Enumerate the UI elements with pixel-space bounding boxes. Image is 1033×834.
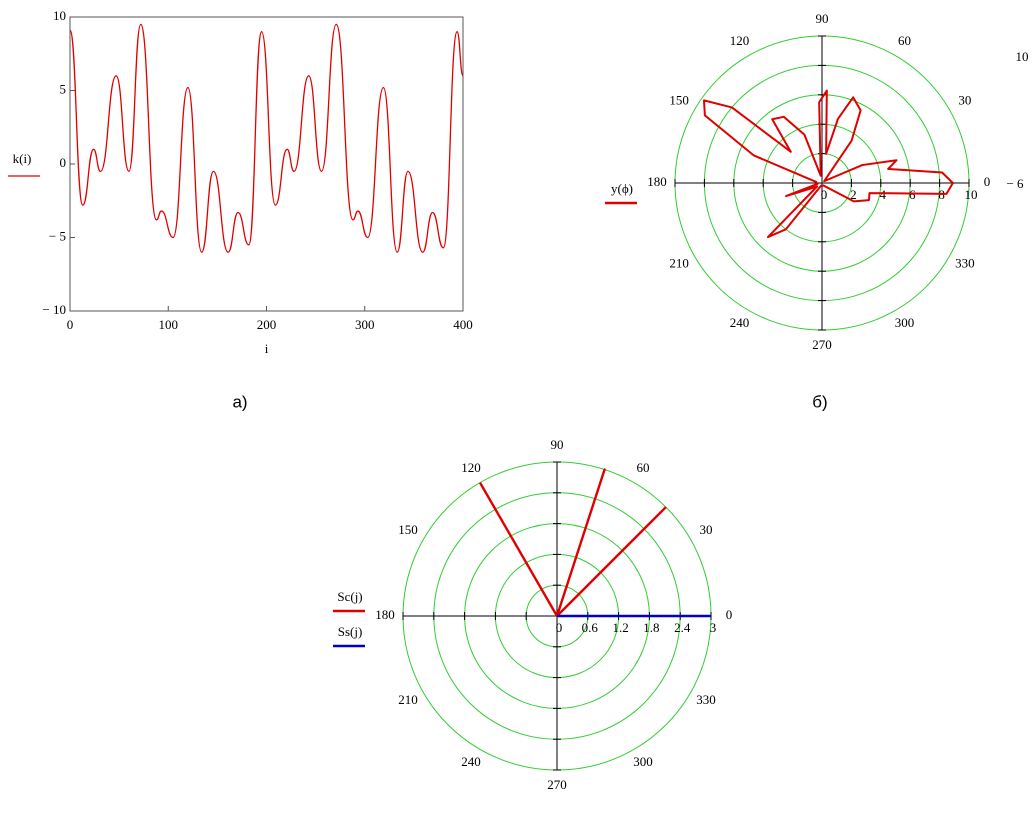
angle-label: 240 [461,754,481,769]
angle-label: 0 [726,607,733,622]
angle-label: 300 [633,754,653,769]
angle-label: 330 [696,692,716,707]
r-tick-label: 0 [556,620,563,635]
r-tick-label: 0.6 [582,620,599,635]
angle-label: 210 [398,692,418,707]
caption: а) [232,392,247,411]
x-tick-label: 300 [355,317,375,332]
annotation: − 6 [1006,176,1024,191]
plot-frame [69,16,464,312]
y-tick-label: − 5 [49,228,66,243]
r-tick-label: 2 [850,187,857,202]
y-tick-label: − 10 [42,302,66,317]
legend-label: Ss(j) [338,624,363,639]
angle-label: 60 [637,460,650,475]
r-tick-label: 4 [880,187,887,202]
angle-label: 240 [730,315,750,330]
r-tick-label: 2.4 [674,620,691,635]
angle-label: 150 [398,522,418,537]
angle-label: 30 [958,92,971,107]
angle-label: 30 [699,522,712,537]
y-tick-label: 10 [53,8,66,23]
angle-label: 180 [375,607,395,622]
legend-label: k(i) [13,151,32,166]
r-tick-label: 0 [821,187,828,202]
y-tick-label: 0 [60,155,67,170]
polar-line [702,89,954,239]
angle-label: 0 [984,174,991,189]
y-tick-label: 5 [60,81,67,96]
x-tick-label: 400 [453,317,473,332]
data-line [69,23,464,253]
angle-label: 120 [461,460,481,475]
annotation: 10 [1016,49,1029,64]
legend-label: Sc(j) [337,589,362,604]
r-tick-label: 3 [710,620,717,635]
angle-label: 90 [816,11,829,26]
r-tick-label: 10 [965,187,978,202]
polar-line [478,468,667,618]
r-tick-label: 1.2 [612,620,628,635]
angle-label: 90 [551,437,564,452]
x-tick-label: 0 [67,317,74,332]
angle-label: 270 [812,337,832,352]
x-tick-label: 100 [159,317,179,332]
angle-label: 150 [669,92,689,107]
x-axis-label: i [265,341,269,356]
r-tick-label: 1.8 [643,620,659,635]
angle-label: 210 [669,255,689,270]
caption: б) [812,392,827,411]
angle-label: 120 [730,33,750,48]
angle-label: 180 [647,174,667,189]
x-tick-label: 200 [257,317,277,332]
angle-label: 330 [955,255,975,270]
legend-label: y(ϕ) [611,181,633,196]
angle-label: 270 [547,777,567,792]
angle-label: 300 [895,315,915,330]
angle-label: 60 [898,33,911,48]
